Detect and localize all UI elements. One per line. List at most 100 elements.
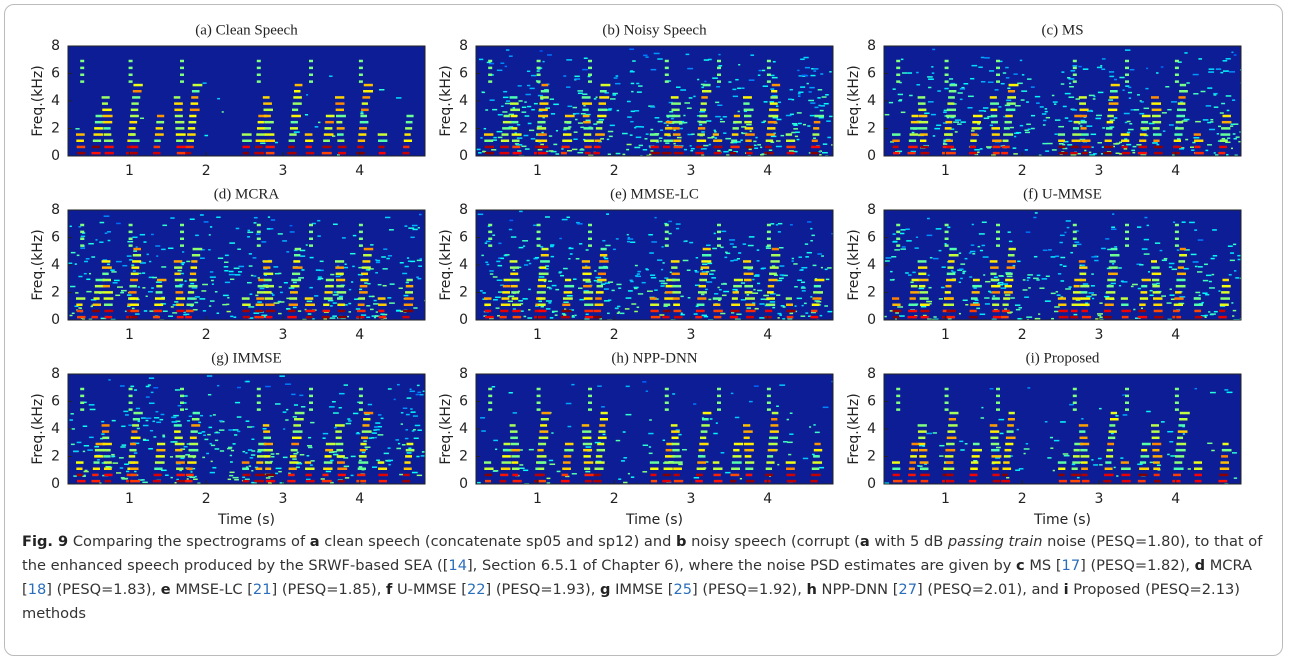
harmonic xyxy=(598,102,607,105)
noise-speck xyxy=(71,312,75,315)
harmonic xyxy=(1006,102,1016,105)
noise-speck xyxy=(1124,121,1128,124)
noise-speck xyxy=(743,110,748,113)
noise-speck xyxy=(1064,92,1071,95)
noise-speck xyxy=(1108,71,1115,73)
reference-link[interactable]: 27 xyxy=(898,581,917,598)
harmonic xyxy=(403,145,410,149)
noise-speck xyxy=(1042,124,1046,126)
harmonic xyxy=(595,133,605,136)
noise-speck xyxy=(794,305,797,307)
noise-speck xyxy=(234,274,241,276)
harmonic xyxy=(1073,120,1080,124)
noise-speck xyxy=(793,128,798,130)
harmonic xyxy=(743,278,752,282)
harmonic xyxy=(91,479,101,483)
harmonic xyxy=(1194,467,1203,470)
noise-speck xyxy=(309,256,314,259)
reference-link[interactable]: 25 xyxy=(673,581,693,598)
noise-speck xyxy=(1023,448,1030,450)
harmonic xyxy=(698,120,707,124)
noise-speck xyxy=(686,107,692,109)
noise-speck xyxy=(563,267,568,270)
noise-speck xyxy=(762,85,769,87)
noise-speck xyxy=(776,140,781,142)
noise-speck xyxy=(275,403,281,405)
noise-speck xyxy=(1189,221,1195,224)
noise-speck xyxy=(1019,124,1024,127)
reference-link[interactable]: 21 xyxy=(252,581,272,598)
noise-speck xyxy=(811,68,814,70)
noise-speck xyxy=(1207,144,1213,146)
noise-speck xyxy=(971,64,978,67)
noise-speck xyxy=(1132,151,1136,154)
noise-speck xyxy=(1062,147,1068,150)
noise-speck xyxy=(825,94,829,96)
noise-speck xyxy=(1146,67,1149,70)
harmonic xyxy=(1078,260,1086,263)
noise-speck xyxy=(143,241,147,243)
noise-speck xyxy=(528,262,532,265)
harmonic xyxy=(1194,315,1203,319)
noise-speck xyxy=(242,476,246,479)
reference-link[interactable]: 14 xyxy=(448,557,467,574)
harmonic xyxy=(996,237,1001,240)
noise-speck xyxy=(1051,317,1054,320)
noise-speck xyxy=(148,448,153,450)
harmonic xyxy=(1008,83,1019,87)
harmonic xyxy=(186,303,194,306)
harmonic xyxy=(786,145,796,149)
harmonic xyxy=(1151,102,1162,105)
reference-link[interactable]: 22 xyxy=(466,581,486,598)
noise-speck xyxy=(710,269,716,272)
noise-speck xyxy=(942,142,946,144)
noise-speck xyxy=(1050,256,1056,258)
reference-link[interactable]: 17 xyxy=(1061,557,1081,574)
harmonic xyxy=(597,108,608,112)
harmonic xyxy=(561,473,569,477)
noise-speck xyxy=(548,280,553,282)
noise-speck xyxy=(121,289,127,292)
harmonic xyxy=(263,430,271,433)
noise-speck xyxy=(1227,245,1233,247)
harmonic xyxy=(180,237,185,240)
noise-speck xyxy=(1177,61,1182,63)
noise-speck xyxy=(174,301,179,303)
harmonic xyxy=(500,139,510,142)
harmonic xyxy=(671,266,678,269)
noise-speck xyxy=(952,271,956,273)
noise-speck xyxy=(504,102,511,105)
noise-speck xyxy=(1069,403,1074,406)
noise-speck xyxy=(404,265,409,268)
harmonic xyxy=(588,237,593,240)
noise-speck xyxy=(1233,137,1237,140)
noise-speck xyxy=(485,261,489,264)
harmonic xyxy=(80,401,85,404)
noise-speck xyxy=(999,432,1004,435)
noise-speck xyxy=(776,118,782,121)
noise-speck xyxy=(1067,144,1073,146)
noise-speck xyxy=(787,441,793,444)
noise-speck xyxy=(371,315,377,317)
noise-speck xyxy=(1030,127,1035,130)
noise-speck xyxy=(1208,287,1215,289)
noise-speck xyxy=(797,92,801,95)
harmonic xyxy=(896,66,901,70)
harmonic xyxy=(907,151,916,155)
harmonic xyxy=(80,73,85,76)
noise-speck xyxy=(209,271,214,273)
harmonic xyxy=(650,303,660,306)
noise-speck xyxy=(958,252,962,254)
noise-speck xyxy=(542,116,545,119)
harmonic xyxy=(561,145,570,149)
y-tick-label: 2 xyxy=(459,121,468,137)
noise-speck xyxy=(86,278,91,281)
noise-speck xyxy=(88,404,95,406)
noise-speck xyxy=(646,290,653,292)
noise-speck xyxy=(1210,391,1216,394)
noise-speck xyxy=(524,148,530,150)
reference-link[interactable]: 18 xyxy=(27,581,47,598)
noise-speck xyxy=(814,106,819,109)
harmonic xyxy=(944,394,949,398)
noise-speck xyxy=(662,439,666,442)
